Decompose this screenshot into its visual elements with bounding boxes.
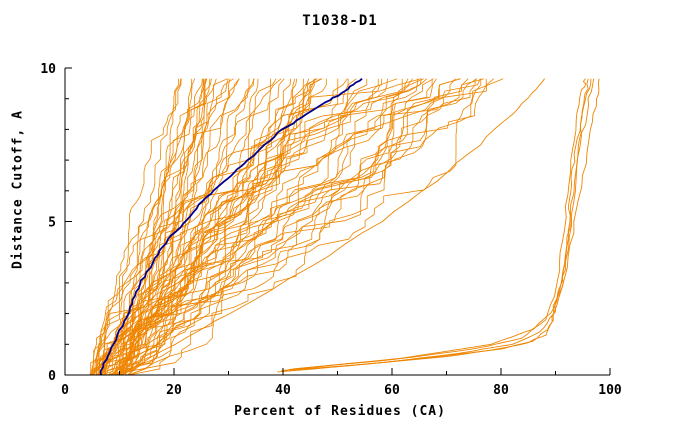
- model-curve: [120, 78, 259, 376]
- model-curve: [96, 78, 204, 376]
- x-axis-label: Percent of Residues (CA): [234, 404, 446, 419]
- model-curve: [104, 78, 234, 375]
- model-curve: [112, 78, 461, 376]
- model-curve-outlier: [277, 78, 592, 373]
- model-curve: [89, 78, 217, 376]
- model-curve: [121, 78, 419, 375]
- x-tick-label: 60: [384, 383, 400, 398]
- model-curve: [90, 78, 282, 375]
- x-tick-label: 80: [493, 383, 509, 398]
- model-curve: [111, 78, 437, 376]
- model-curve: [125, 78, 315, 375]
- model-curve: [92, 78, 254, 376]
- model-curve: [91, 78, 205, 375]
- y-tick-label: 5: [48, 216, 56, 231]
- model-curve: [94, 78, 291, 376]
- model-curve: [117, 78, 494, 376]
- model-curve-outlier: [292, 78, 600, 370]
- model-curve: [99, 78, 487, 376]
- model-curve: [89, 78, 403, 376]
- plot-title: T1038-D1: [302, 13, 378, 29]
- model-curve: [96, 78, 272, 375]
- model-curve: [91, 78, 296, 376]
- model-curve: [104, 78, 179, 375]
- model-curve: [116, 78, 409, 376]
- model-curve: [96, 78, 482, 376]
- model-curve: [128, 78, 193, 376]
- model-curve: [119, 78, 339, 376]
- y-tick-label: 10: [40, 62, 56, 77]
- model-curve: [121, 78, 461, 376]
- y-axis-label: Distance Cutoff, A: [10, 110, 26, 269]
- x-tick-label: 40: [275, 383, 291, 398]
- model-curve: [105, 78, 433, 376]
- model-curve: [119, 78, 208, 375]
- model-curve-outlier: [289, 78, 587, 370]
- model-curve: [93, 78, 203, 376]
- x-tick-label: 20: [166, 383, 182, 398]
- model-curve-outlier: [130, 78, 545, 370]
- x-tick-label: 100: [598, 383, 622, 398]
- model-curve: [93, 78, 182, 376]
- model-curve: [99, 78, 456, 376]
- y-tick-label: 0: [48, 369, 56, 384]
- reference-curve: [99, 78, 363, 376]
- model-curve: [125, 78, 368, 375]
- model-curve: [121, 78, 317, 376]
- model-curve: [127, 78, 315, 376]
- model-curve: [114, 78, 255, 376]
- model-curve: [114, 78, 413, 376]
- model-curve: [113, 78, 478, 376]
- model-curve: [119, 78, 182, 375]
- model-curve: [129, 78, 428, 376]
- x-tick-label: 0: [61, 383, 69, 398]
